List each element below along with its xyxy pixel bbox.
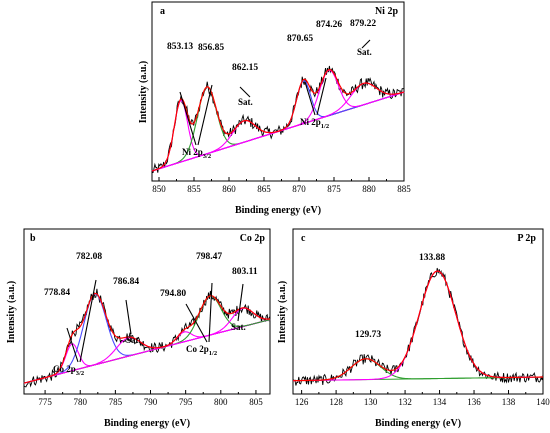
- x-tick-label-b-790: 790: [144, 397, 158, 407]
- peak-label-782-08: 782.08: [76, 252, 102, 262]
- x-tick-label-a-880: 880: [362, 184, 376, 194]
- fit-peak-a-5: [151, 82, 405, 172]
- raw-spectrum-a: [151, 65, 405, 174]
- arrow-a-1: [179, 91, 197, 146]
- fit-envelope-b: [23, 292, 271, 384]
- peak-label-786-84: 786.84: [113, 277, 139, 287]
- panel-a-ni2p12-label: Ni 2p1/2: [300, 117, 329, 130]
- panel-a-x-axis-title: Binding energy (eV): [235, 205, 321, 216]
- fit-envelope-a: [151, 68, 405, 172]
- peak-label-133-88: 133.88: [419, 253, 445, 263]
- panel-a-annotation-arrows: [179, 39, 371, 146]
- arrow-a-2: [197, 84, 213, 146]
- arrow-a-4: [304, 81, 316, 116]
- panel-c: c P 2p 126 128 130 132 134 136 138 140 Binding …: [277, 228, 550, 429]
- x-tick-label-a-860: 860: [222, 184, 236, 194]
- panel-a-frame: [151, 1, 405, 182]
- panel-c-y-axis-title: Intensity (a.u.): [277, 281, 288, 344]
- arrow-b-5: [208, 282, 213, 343]
- peak-label-778-84: 778.84: [44, 288, 70, 298]
- peak-label-794-80: 794.80: [160, 289, 186, 299]
- peak-label-874-26: 874.26: [316, 20, 342, 30]
- fit-peak-c-1: [293, 270, 543, 382]
- panel-b-sat-label-2: Sat.: [231, 322, 246, 332]
- peak-label-879-22: 879.22: [350, 19, 376, 29]
- x-tick-label-c-138: 138: [502, 397, 516, 407]
- x-tick-label-b-795: 795: [179, 397, 193, 407]
- panel-a-title: Ni 2p: [375, 6, 399, 17]
- arrow-b-3: [125, 299, 132, 335]
- panel-b-co2p12-label: Co 2p1/2: [186, 344, 217, 357]
- panel-c-letter: c: [301, 233, 306, 244]
- arrow-b-4: [185, 303, 208, 343]
- panel-b: b Co 2p 775 780 785 790 795 800 805 Binding en…: [6, 228, 271, 429]
- peak-label-862-15: 862.15: [232, 63, 258, 73]
- panel-b-x-axis-title: Binding energy (eV): [104, 418, 190, 429]
- peak-label-853-13: 853.13: [167, 42, 193, 52]
- panel-c-title: P 2p: [517, 233, 536, 244]
- x-tick-label-b-785: 785: [109, 397, 123, 407]
- x-tick-label-a-885: 885: [397, 184, 411, 194]
- peak-label-856-85: 856.85: [198, 43, 224, 53]
- panel-b-annotation-arrows: [66, 279, 244, 363]
- arrow-b-2: [79, 279, 97, 363]
- peak-label-798-47: 798.47: [196, 252, 222, 262]
- x-tick-label-a-850: 850: [152, 184, 166, 194]
- panel-c-x-axis-title: Binding energy (eV): [375, 418, 461, 429]
- x-tick-label-b-805: 805: [249, 397, 263, 407]
- panel-b-co2p32-label: Co 2p3/2: [53, 364, 84, 377]
- panel-a-plot: [151, 65, 405, 174]
- x-tick-label-c-140: 140: [536, 397, 550, 407]
- x-tick-label-b-780: 780: [73, 397, 87, 407]
- panel-a-y-axis-title: Intensity (a.u.): [138, 61, 149, 124]
- arrow-a-3: [239, 86, 251, 98]
- raw-spectrum-c: [292, 267, 544, 386]
- arrow-b-1: [66, 327, 79, 363]
- fit-envelope-c: [293, 270, 543, 382]
- arrow-a-5: [316, 77, 327, 116]
- x-tick-label-a-870: 870: [292, 184, 306, 194]
- x-tick-label-c-130: 130: [364, 397, 378, 407]
- panel-b-title: Co 2p: [240, 233, 266, 244]
- panel-b-x-ticks: 775 780 785 790 795 800 805: [38, 390, 263, 407]
- peak-label-803-11: 803.11: [232, 267, 258, 277]
- panel-a-sat-label-1: Sat.: [238, 97, 253, 107]
- panel-b-letter: b: [30, 233, 36, 244]
- peak-label-129-73: 129.73: [355, 330, 381, 340]
- panel-b-plot: [23, 288, 271, 388]
- arrow-b-6: [237, 283, 244, 322]
- panel-a-letter: a: [160, 6, 165, 17]
- x-tick-label-a-875: 875: [327, 184, 341, 194]
- panel-a-sat-label-2: Sat.: [357, 47, 372, 57]
- x-tick-label-c-128: 128: [329, 397, 343, 407]
- x-tick-label-c-132: 132: [398, 397, 412, 407]
- panel-c-frame: [292, 228, 544, 395]
- x-tick-label-c-136: 136: [467, 397, 481, 407]
- fit-peak-b-5: [23, 307, 271, 384]
- panel-b-y-axis-title: Intensity (a.u.): [6, 281, 17, 344]
- x-tick-label-b-775: 775: [38, 397, 52, 407]
- panel-a-ni2p32-label: Ni 2p3/2: [182, 147, 211, 160]
- peak-label-870-65: 870.65: [287, 34, 313, 44]
- arrow-a-6: [361, 39, 371, 49]
- x-tick-label-c-126: 126: [295, 397, 309, 407]
- panel-c-plot: [292, 267, 544, 386]
- x-tick-label-c-134: 134: [433, 397, 447, 407]
- panel-c-x-ticks: 126 128 130 132 134 136 138 140: [295, 390, 550, 407]
- panel-b-frame: [23, 228, 271, 395]
- panel-a-x-ticks: 850 855 860 865 870 875 880 885: [152, 177, 411, 194]
- panel-b-sat-label-1: Sat.: [126, 335, 141, 345]
- x-tick-label-a-855: 855: [187, 184, 201, 194]
- x-tick-label-a-865: 865: [257, 184, 271, 194]
- x-tick-label-b-800: 800: [214, 397, 228, 407]
- panel-a: a Ni 2p 850 855 860 865 870 875 880 885 Binding…: [138, 1, 411, 216]
